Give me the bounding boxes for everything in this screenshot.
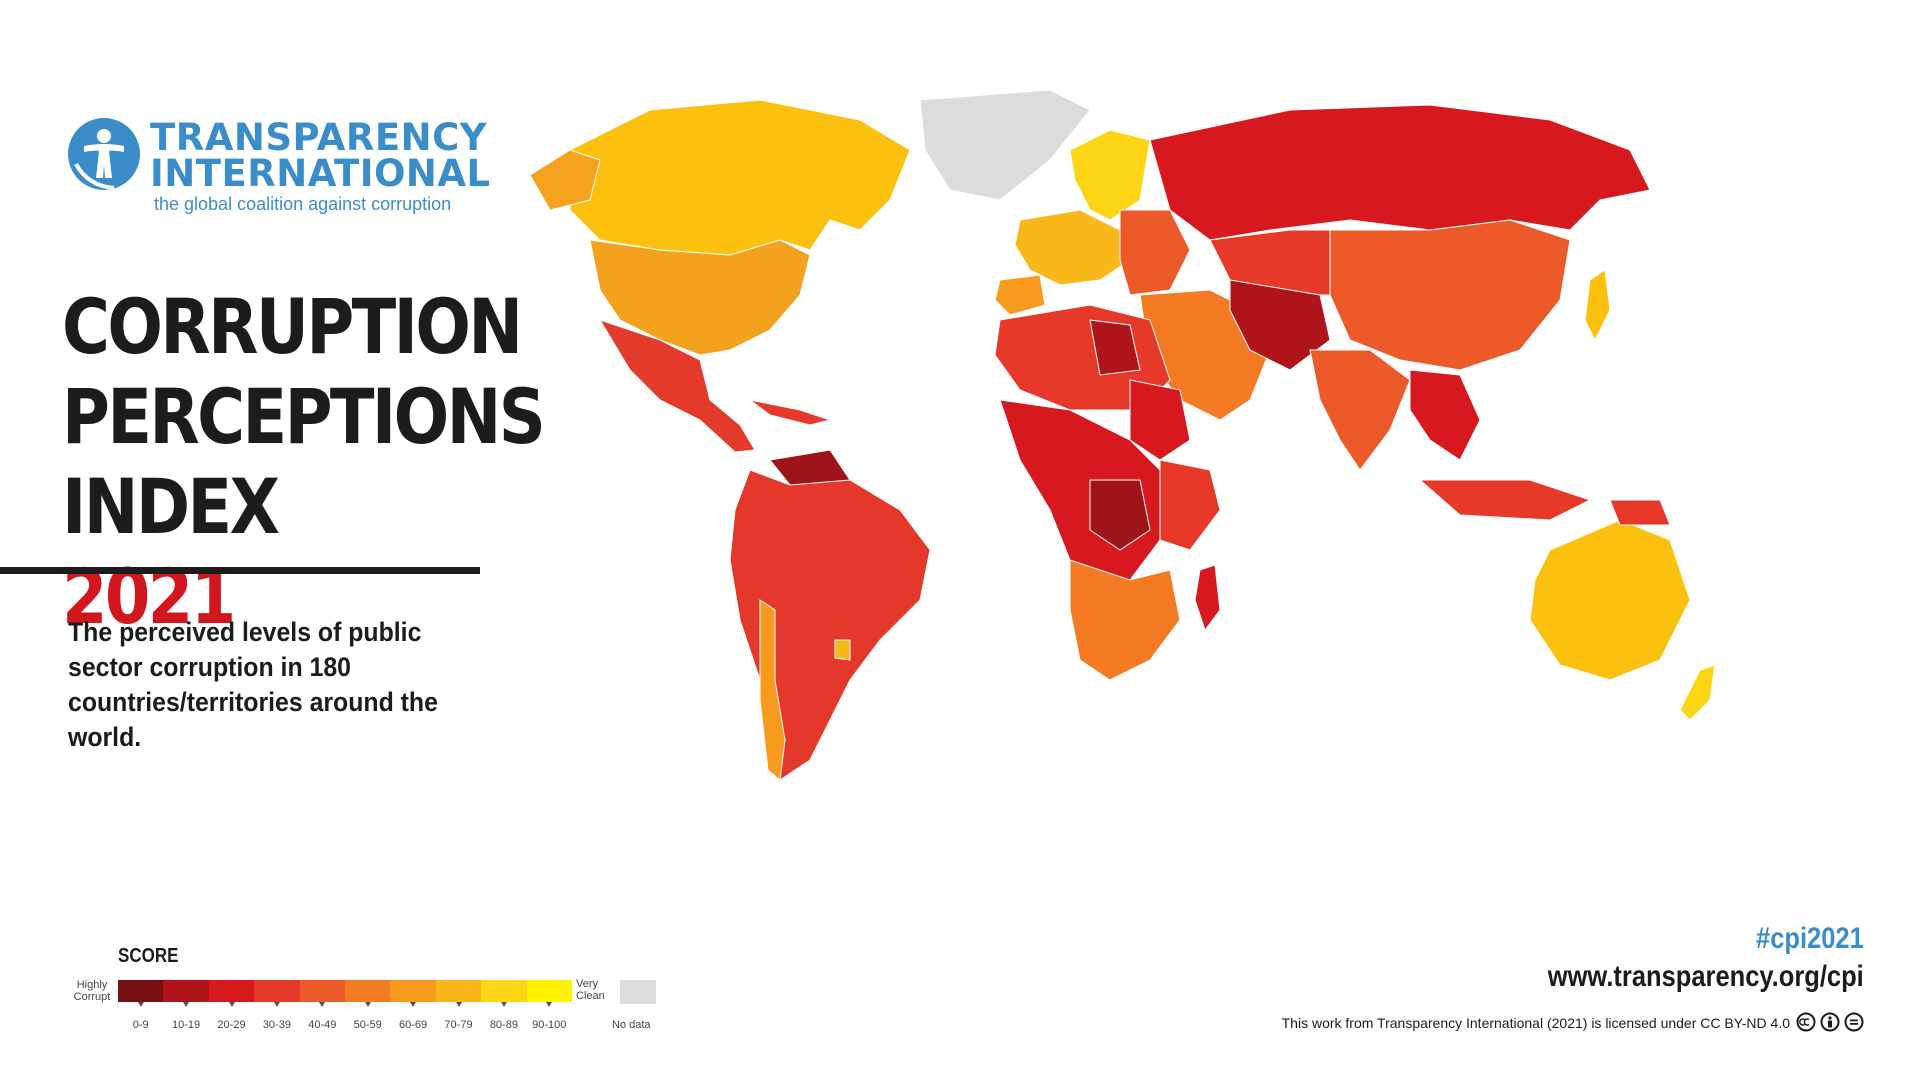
legend-tick <box>500 1002 507 1007</box>
legend-bin-label: 30-39 <box>262 1019 291 1031</box>
region-mexico <box>598 319 756 453</box>
region-libya <box>1089 319 1141 376</box>
legend-bin-label: 0-9 <box>132 1019 149 1031</box>
legend-swatch-40-49 <box>299 980 346 1002</box>
legend-swatch-10-19 <box>163 980 210 1002</box>
region-south-america <box>729 469 931 781</box>
region-canada <box>569 99 911 256</box>
legend-bin-label: 70-79 <box>444 1019 473 1031</box>
region-japan <box>1584 269 1611 342</box>
title-line-3-prefix: INDEX <box>62 462 280 551</box>
region-russia <box>1149 104 1651 241</box>
hashtag[interactable]: #cpi2021 <box>1756 922 1864 955</box>
region-australia <box>1529 519 1691 681</box>
region-sudan <box>1129 379 1191 461</box>
page-title: CORRUPTION PERCEPTIONS INDEX 2021 <box>62 282 546 642</box>
legend-swatch-20-29 <box>208 980 255 1002</box>
legend-swatch-90-100 <box>526 980 573 1002</box>
region-iran-afghanistan <box>1229 279 1331 371</box>
legend-bin-label: 10-19 <box>172 1019 201 1031</box>
region-new-zealand <box>1679 664 1716 721</box>
legend-bin-label: 40-49 <box>308 1019 337 1031</box>
region-eastern-europe <box>1119 209 1191 296</box>
region-madagascar <box>1194 564 1221 632</box>
legend-tick <box>319 1002 326 1007</box>
region-iberia <box>994 274 1046 316</box>
legend-bin-label: 20-29 <box>217 1019 246 1031</box>
legend-title: SCORE <box>118 945 179 967</box>
region-papua <box>1609 499 1671 526</box>
title-year: 2021 <box>62 552 236 641</box>
legend-swatch-30-39 <box>254 980 301 1002</box>
transparency-international-logo: TRANSPARENCY INTERNATIONAL the global co… <box>66 114 490 224</box>
region-alaska <box>530 149 601 211</box>
legend-low-label: Highly Corrupt <box>73 979 111 1003</box>
title-line-1: CORRUPTION <box>62 282 523 371</box>
legend-tick <box>228 1002 235 1007</box>
legend-nodata-label: No data <box>612 1019 651 1031</box>
license-icons <box>1796 1012 1864 1032</box>
region-india <box>1309 349 1411 471</box>
region-caribbean <box>749 399 832 426</box>
score-legend: SCORE Highly Corrupt Very Clean 0-9 10-19… <box>68 945 668 1045</box>
logo-tagline: the global coalition against corruption <box>154 194 452 214</box>
legend-high-label: Very Clean <box>576 978 605 1002</box>
world-map <box>530 89 1716 781</box>
legend-tick <box>273 1002 280 1007</box>
region-uruguay <box>834 639 851 661</box>
legend-bin-label: 80-89 <box>489 1019 518 1031</box>
region-china <box>1329 219 1571 371</box>
region-usa <box>589 239 811 356</box>
legend-tick <box>364 1002 371 1007</box>
legend-bin-label: 90-100 <box>532 1019 567 1031</box>
legend-color-scale <box>118 980 573 1007</box>
legend-tick <box>137 1002 144 1007</box>
logo-line-1: TRANSPARENCY <box>150 116 488 159</box>
legend-tick <box>183 1002 190 1007</box>
region-indonesia <box>1418 479 1592 521</box>
region-scandinavia <box>1069 129 1151 221</box>
license-text: This work from Transparency Internationa… <box>1281 1015 1790 1031</box>
title-line-2: PERCEPTIONS <box>62 372 546 461</box>
by-icon <box>1820 1012 1840 1032</box>
legend-bin-label: 50-59 <box>353 1019 382 1031</box>
legend-tick <box>546 1002 553 1007</box>
cc-icon <box>1796 1012 1816 1032</box>
website-url[interactable]: www.transparency.org/cpi <box>1547 960 1864 993</box>
legend-swatch-0-9 <box>118 980 164 1002</box>
legend-nodata-swatch <box>620 980 656 1004</box>
nd-icon <box>1844 1012 1864 1032</box>
legend-swatch-70-79 <box>435 980 482 1002</box>
page-subtitle: The perceived levels of public sector co… <box>68 617 438 752</box>
title-divider <box>0 567 480 574</box>
legend-tick <box>455 1002 462 1007</box>
legend-swatch-50-59 <box>345 980 391 1002</box>
transparency-logo-icon <box>68 118 140 190</box>
legend-tick <box>410 1002 417 1007</box>
region-southern-africa <box>1069 559 1181 681</box>
title-line-3: INDEX 2021 <box>62 462 458 642</box>
logo-line-2: INTERNATIONAL <box>150 152 491 195</box>
region-southeast-asia <box>1409 369 1481 461</box>
region-drc <box>1089 479 1151 551</box>
region-western-europe <box>1014 209 1131 286</box>
region-greenland <box>919 89 1091 201</box>
region-east-africa <box>1159 459 1221 551</box>
legend-swatch-60-69 <box>390 980 437 1002</box>
legend-bin-label: 60-69 <box>399 1019 428 1031</box>
legend-swatch-80-89 <box>481 980 528 1002</box>
region-chile <box>759 599 786 781</box>
